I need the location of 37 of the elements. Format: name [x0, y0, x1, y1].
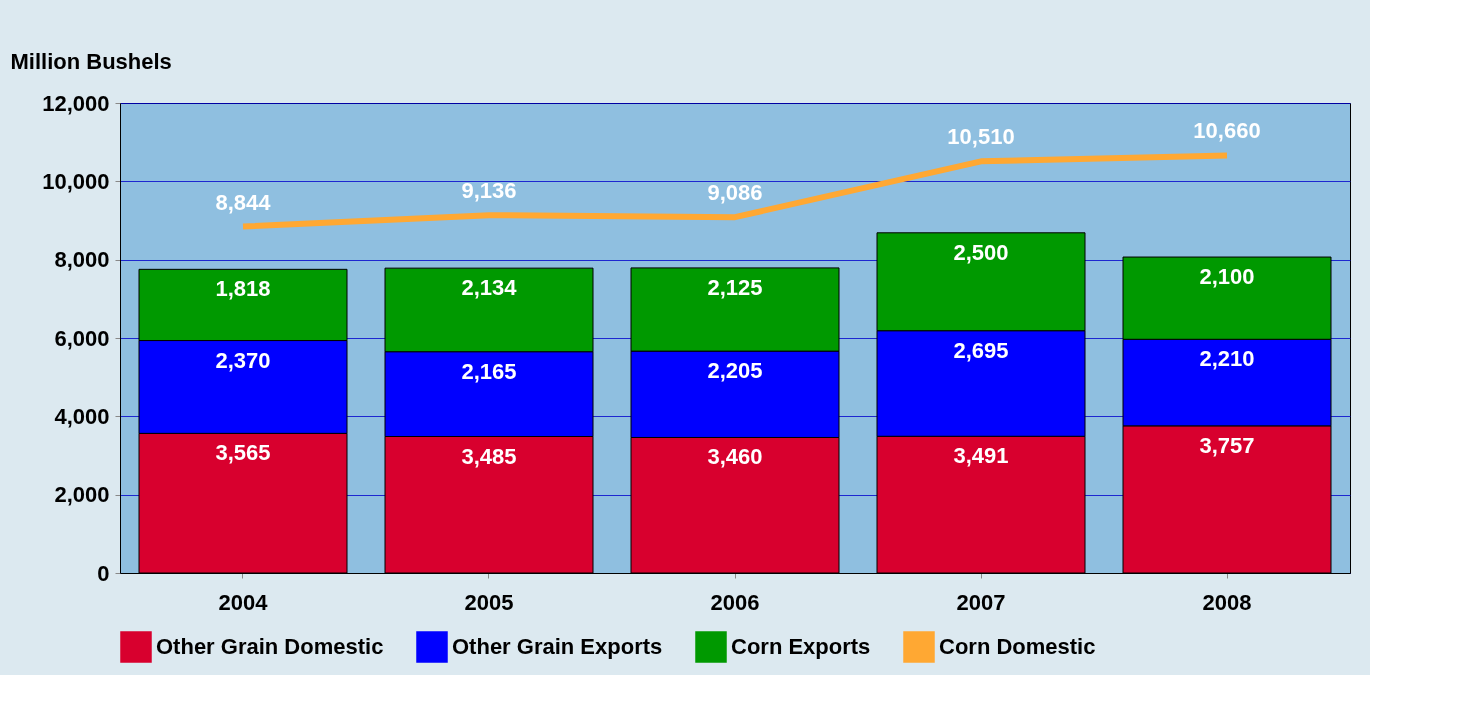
- y-tick-label: 10,000: [42, 168, 110, 194]
- y-tick-label: 2,000: [54, 482, 110, 508]
- legend-label: Other Grain Domestic: [156, 634, 384, 659]
- x-tick-label: 2004: [218, 589, 269, 615]
- data-label: 2,100: [1199, 264, 1255, 290]
- data-label: 3,460: [707, 444, 763, 470]
- x-tick-label: 2006: [710, 589, 760, 615]
- data-label: 2,125: [707, 274, 763, 300]
- data-label: 3,491: [953, 443, 1009, 469]
- x-tick-label: 2007: [956, 589, 1006, 615]
- y-tick-label: 0: [97, 560, 110, 586]
- data-label: 8,844: [215, 189, 272, 215]
- y-tick-label: 6,000: [54, 325, 110, 351]
- data-label: 2,205: [707, 358, 763, 384]
- legend-label: Corn Domestic: [939, 634, 1096, 659]
- data-label: 9,136: [461, 178, 517, 204]
- data-label: 2,165: [461, 358, 517, 384]
- data-label: 10,660: [1193, 118, 1261, 144]
- data-label: 10,510: [947, 124, 1015, 150]
- data-label: 2,695: [953, 337, 1009, 363]
- data-label: 3,757: [1199, 432, 1255, 458]
- x-tick-label: 2008: [1202, 589, 1252, 615]
- x-tick-label: 2005: [464, 589, 514, 615]
- data-label: 9,086: [707, 180, 763, 206]
- data-label: 2,134: [461, 275, 518, 301]
- data-label: 2,370: [215, 347, 271, 373]
- data-label: 1,818: [215, 276, 271, 302]
- y-tick-label: 12,000: [42, 90, 110, 116]
- data-label: 3,565: [215, 440, 271, 466]
- y-tick-label: 4,000: [54, 403, 110, 429]
- data-label: 2,500: [953, 239, 1009, 265]
- legend-label: Other Grain Exports: [452, 634, 663, 659]
- y-tick-label: 8,000: [54, 247, 110, 273]
- legend-label: Corn Exports: [731, 634, 871, 659]
- y-axis-title: Million Bushels: [10, 48, 172, 74]
- data-label: 3,485: [461, 443, 517, 469]
- data-label: 2,210: [1199, 346, 1255, 372]
